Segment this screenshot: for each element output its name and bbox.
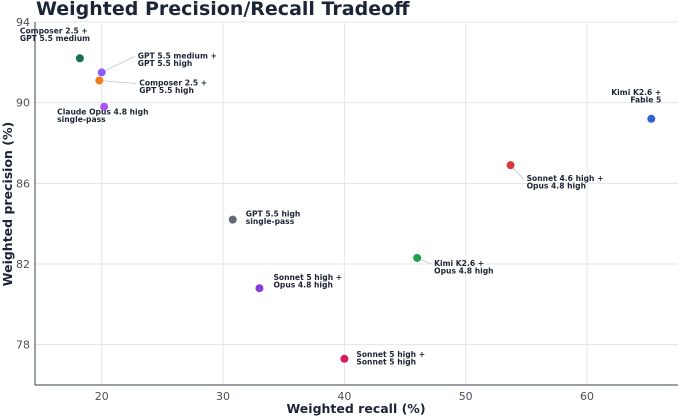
x-axis-label: Weighted recall (%) [286,401,425,416]
point-label: GPT 5.5 high single-pass [246,210,301,227]
data-points [75,54,656,363]
point-label: Sonnet 5 high + Sonnet 5 high [356,350,425,367]
point-label-line: GPT 5.5 medium [20,34,90,43]
y-tick-label: 90 [16,97,30,110]
data-point [228,215,237,224]
data-point [413,253,422,262]
x-tick-label: 60 [580,390,594,403]
point-label-line: Opus 4.8 high [434,266,493,275]
point-label-line: single-pass [246,217,295,226]
point-label: Composer 2.5 + GPT 5.5 high [139,78,207,95]
point-label-line: GPT 5.5 high [138,59,193,68]
point-label-line: Opus 4.8 high [273,281,332,290]
point-label: Claude Opus 4.8 high single-pass [57,108,148,125]
point-label: Sonnet 4.6 high + Opus 4.8 high [527,174,604,191]
x-tick-label: 40 [337,390,351,403]
tick-labels: 20 30 40 50 60 78 82 86 90 94 [16,16,594,403]
x-tick-label: 50 [459,390,473,403]
point-label-line: Fable 5 [630,95,661,104]
data-point [647,114,656,123]
chart-title: Weighted Precision/Recall Tradeoff [36,0,410,20]
leader-line [99,80,137,84]
x-tick-label: 20 [95,390,109,403]
point-label-line: Opus 4.8 high [527,182,586,191]
point-label-line: Sonnet 4.6 high + [527,174,604,183]
y-tick-label: 82 [16,258,30,271]
point-label-line: Sonnet 5 high + [273,273,342,282]
y-tick-label: 86 [16,177,30,190]
x-tick-label: 30 [216,390,230,403]
plot-area [35,22,678,385]
point-label: Kimi K2.6 + Opus 4.8 high [434,259,493,276]
point-label-line: Kimi K2.6 + [611,88,661,97]
data-point [506,161,515,170]
point-label-line: Composer 2.5 + [20,26,88,35]
axes [34,22,678,386]
y-axis-label: Weighted precision (%) [0,122,15,287]
grid-lines [35,21,678,385]
point-label-line: single-pass [57,115,106,124]
point-label: GPT 5.5 medium + GPT 5.5 high [138,51,217,68]
point-label: Sonnet 5 high + Opus 4.8 high [273,273,342,290]
data-point [97,68,106,77]
y-tick-label: 78 [16,339,30,352]
y-tick-label: 94 [16,16,30,29]
point-label-line: Kimi K2.6 + [434,259,484,268]
point-label-line: Sonnet 5 high + [356,350,425,359]
point-label-line: Claude Opus 4.8 high [57,108,148,117]
point-label: Kimi K2.6 + Fable 5 [611,88,661,105]
point-label-line: GPT 5.5 high [139,86,194,95]
leader-line [101,56,135,73]
point-label-line: Composer 2.5 + [139,78,207,87]
point-label-line: GPT 5.5 high [246,210,301,219]
point-label-line: GPT 5.5 medium + [138,51,217,60]
data-point [255,284,264,293]
point-label: Composer 2.5 + GPT 5.5 medium [20,26,90,43]
data-point [95,76,104,85]
point-label-line: Sonnet 5 high [356,357,416,366]
data-point [100,102,109,111]
data-point [75,54,84,63]
data-point [340,354,349,363]
